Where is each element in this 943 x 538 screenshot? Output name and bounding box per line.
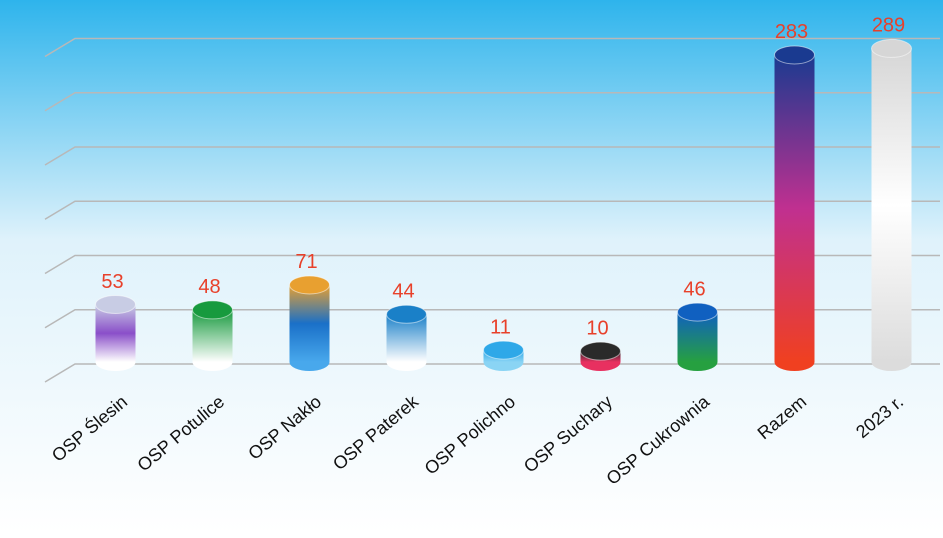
- grid-line: [44, 37, 940, 58]
- value-label: 71: [295, 251, 317, 273]
- bar-top: [386, 304, 427, 324]
- bar-body: [289, 284, 330, 362]
- bar: [774, 45, 815, 371]
- grid-line: [44, 200, 940, 220]
- bar-body: [95, 304, 136, 362]
- bar-top: [95, 294, 136, 314]
- bar-top: [774, 45, 815, 65]
- value-label: 48: [198, 276, 220, 298]
- bar: [483, 340, 524, 371]
- bar: [871, 38, 912, 371]
- bar-body: [774, 54, 815, 362]
- value-label: 289: [872, 15, 905, 37]
- value-label: 10: [586, 317, 608, 339]
- bar: [677, 302, 718, 371]
- bar-top: [289, 275, 330, 295]
- bar-body: [871, 48, 912, 363]
- grid-line: [44, 254, 940, 275]
- bar-top: [871, 38, 912, 58]
- grid-line: [44, 309, 940, 329]
- value-label: 44: [392, 281, 414, 303]
- bar-top: [192, 300, 233, 320]
- bar: [192, 300, 233, 371]
- bar: [580, 341, 621, 371]
- grid-line: [44, 92, 940, 112]
- bar: [95, 294, 136, 371]
- value-label: 53: [101, 271, 123, 293]
- value-label: 46: [683, 278, 705, 300]
- bar: [289, 275, 330, 371]
- bar: [386, 304, 427, 371]
- value-label: 283: [775, 21, 808, 43]
- value-label: 11: [490, 316, 511, 338]
- bar-top: [580, 341, 621, 361]
- bar-top: [483, 340, 524, 360]
- grid-line: [44, 146, 940, 166]
- grid-line: [44, 363, 940, 383]
- bar-top: [677, 302, 718, 322]
